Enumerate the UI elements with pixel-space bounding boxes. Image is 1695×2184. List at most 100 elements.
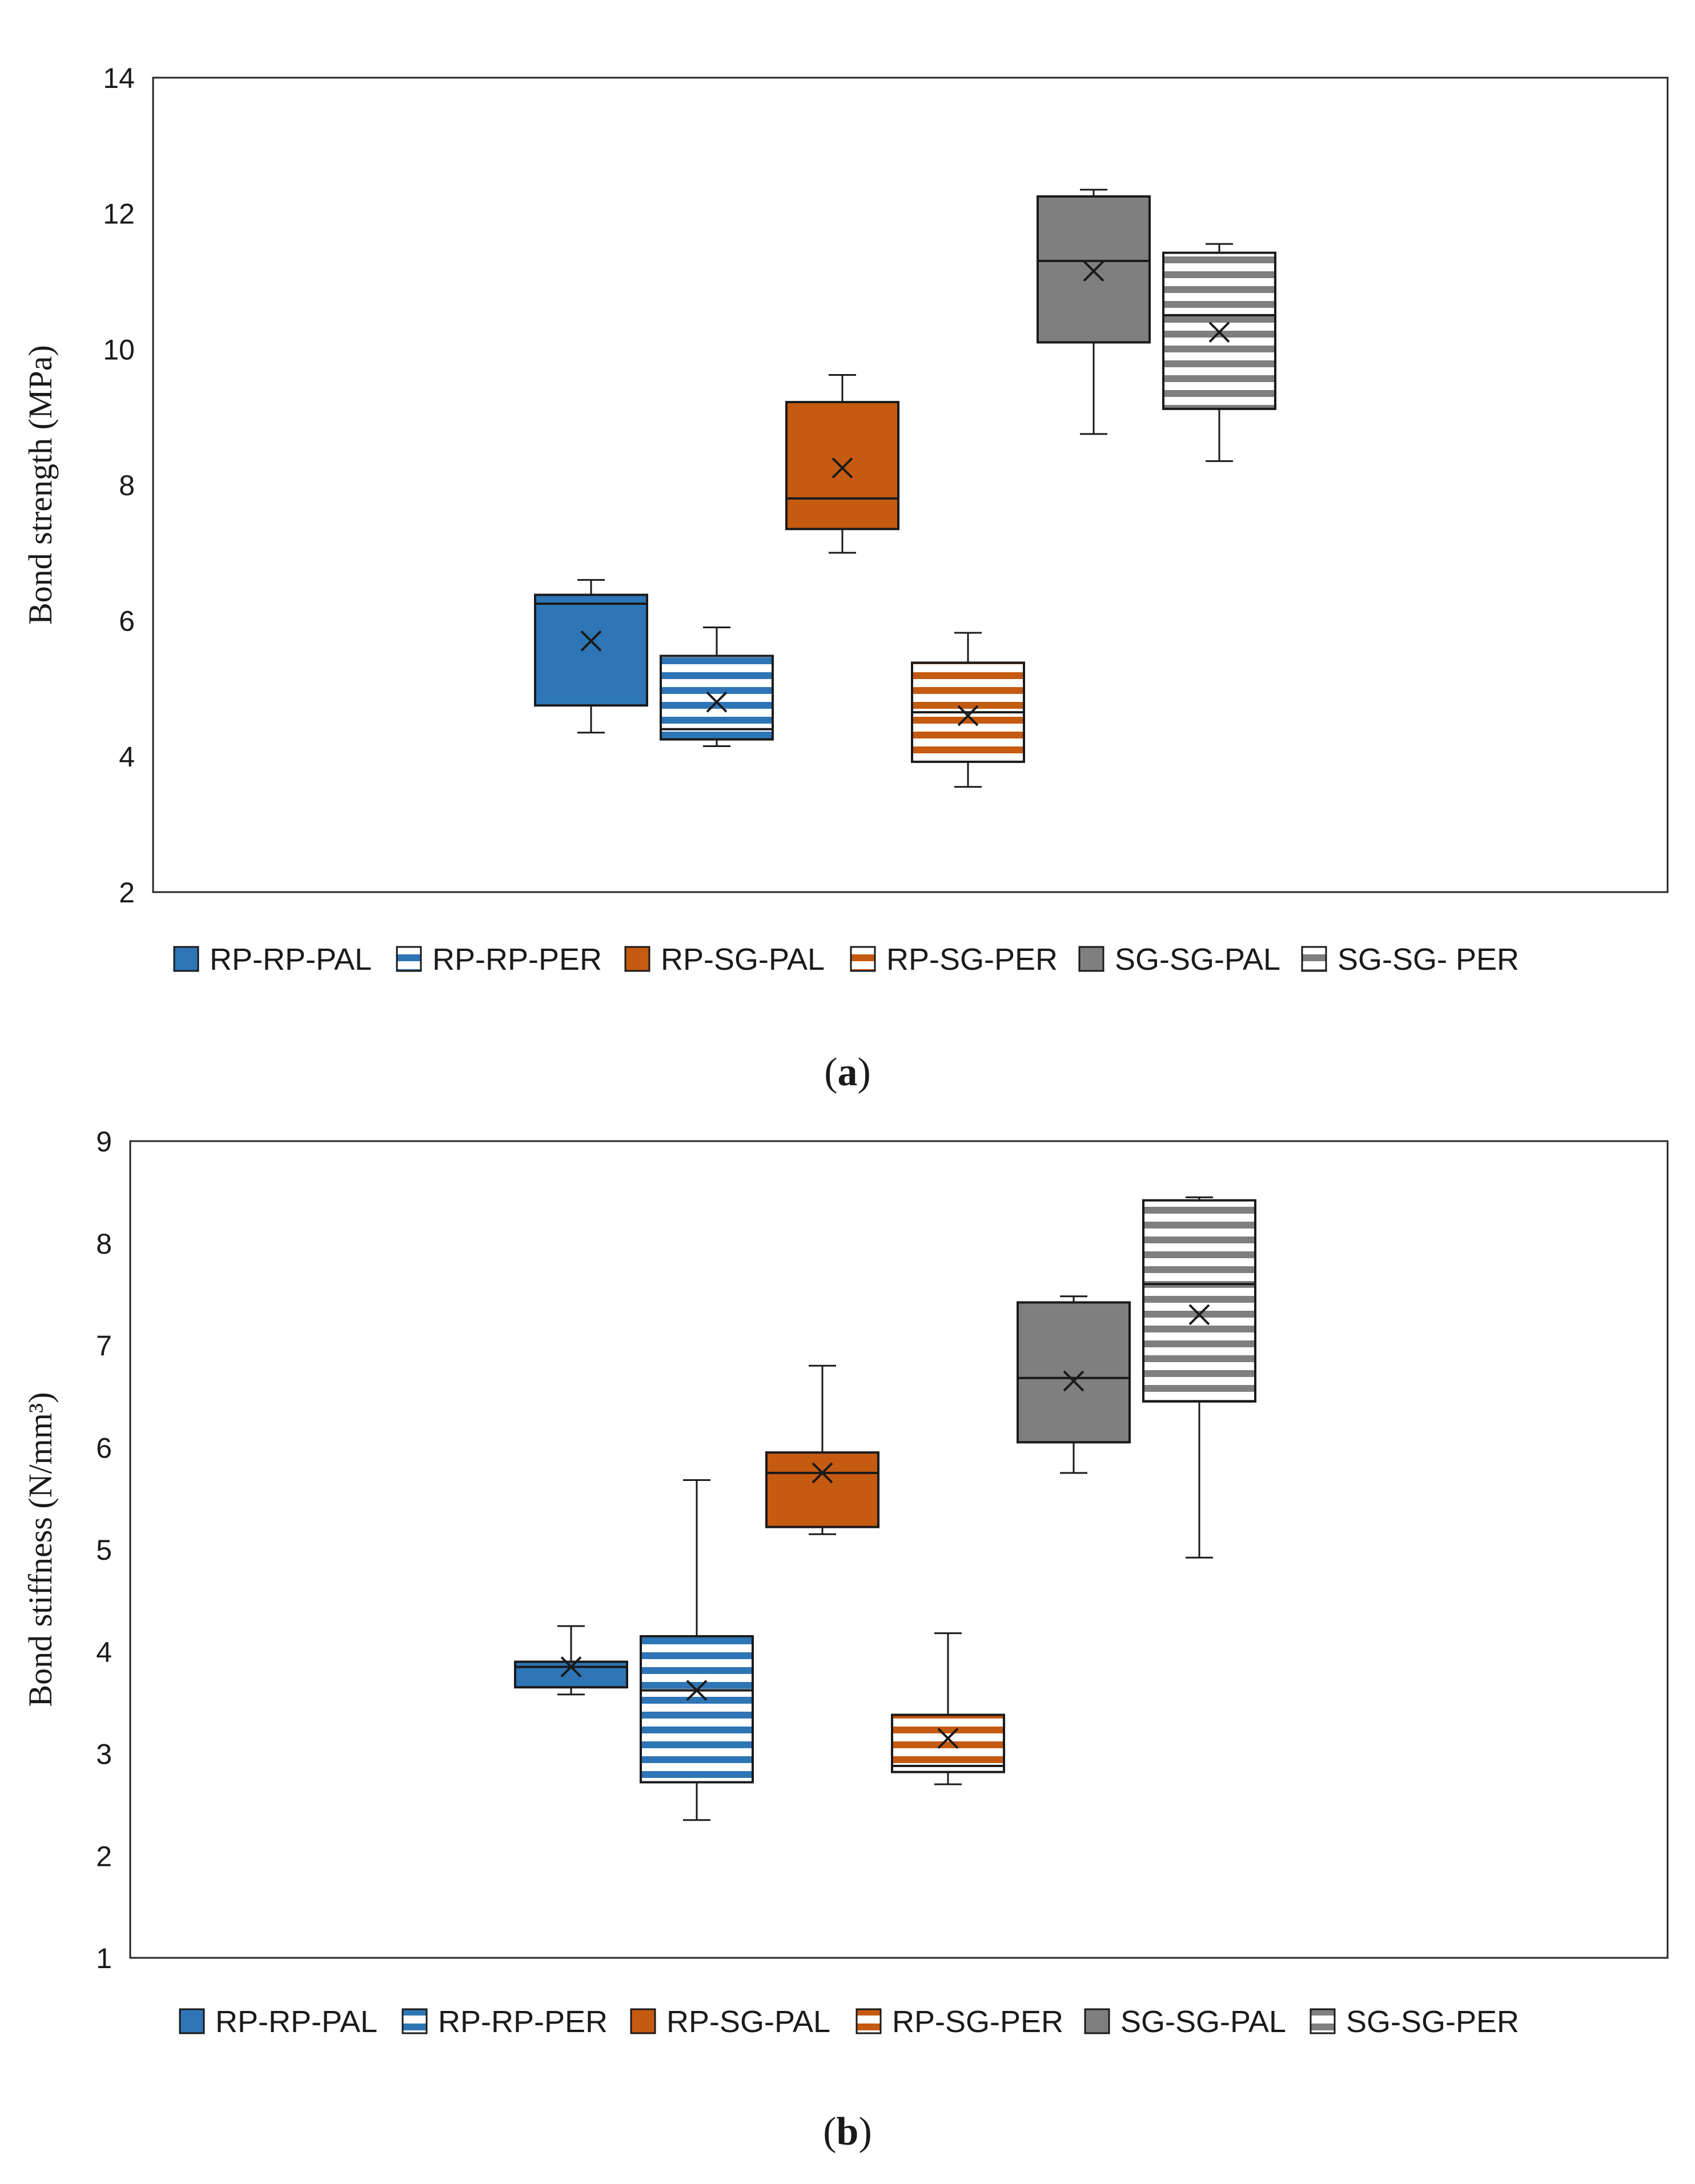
legend-label: RP-RP-PAL: [215, 2005, 377, 2039]
box-rp-rp-per: [640, 1479, 754, 1821]
legend-item: SG-SG- PER: [1301, 942, 1519, 977]
mean-marker: [560, 1656, 582, 1677]
y-tick-label: 6: [96, 1432, 112, 1464]
legend-label: RP-RP-PAL: [210, 942, 372, 977]
chart-a-caption: (a): [824, 1050, 871, 1094]
legend-item: RP-SG-PER: [850, 942, 1058, 977]
chart-b-y-axis-label: Bond stiffness (N/mm³): [22, 1392, 59, 1707]
box-sg-sg-pal: [1017, 1295, 1131, 1474]
legend-item: RP-RP-PAL: [173, 942, 372, 977]
y-tick-label: 4: [119, 741, 135, 773]
box-rp-sg-per: [911, 632, 1025, 788]
legend-item: RP-RP-PAL: [179, 2005, 377, 2039]
chart-b-legend: RP-RP-PAL RP-RP-PER RP-SG-PAL RP-SG-PER SG-S…: [179, 2005, 1519, 2039]
mean-marker: [1083, 260, 1104, 282]
y-tick-label: 7: [96, 1330, 112, 1362]
box-rp-rp-pal: [514, 1625, 628, 1696]
legend-item: SG-SG-PAL: [1084, 2005, 1286, 2039]
chart-a-y-axis-label: Bond strength (MPa): [22, 345, 59, 625]
mean-marker: [957, 705, 979, 726]
y-tick-label: 10: [103, 334, 135, 366]
chart-a: 2 4 6 8 10 12 14 Bond strength (MPa) RP-RP-PAL…: [22, 62, 1669, 1094]
mean-marker: [832, 457, 853, 479]
legend-item: SG-SG-PAL: [1078, 942, 1280, 977]
legend-item: RP-SG-PER: [855, 2005, 1063, 2039]
box-rp-sg-pal: [785, 374, 899, 554]
y-tick-label: 4: [96, 1636, 112, 1668]
legend-item: RP-RP-PER: [396, 942, 602, 977]
y-tick-label: 2: [96, 1840, 112, 1872]
iqr-box: [1017, 1301, 1131, 1444]
iqr-box: [1037, 195, 1151, 344]
iqr-box: [660, 655, 774, 741]
y-tick-label: 9: [96, 1126, 112, 1158]
legend-label: SG-SG-PAL: [1120, 2005, 1286, 2039]
box-rp-sg-per: [891, 1632, 1005, 1785]
legend-swatch: [1078, 946, 1104, 972]
chart-b-caption-letter: b: [837, 2110, 859, 2154]
chart-a-plot-frame: [152, 77, 1669, 893]
chart-a-boxes: [534, 188, 1276, 788]
legend-swatch: [624, 946, 650, 972]
box-rp-rp-pal: [534, 579, 648, 734]
iqr-box: [1142, 1199, 1256, 1403]
legend-label: RP-SG-PER: [892, 2005, 1063, 2039]
iqr-box: [765, 1451, 879, 1528]
box-sg-sg-per: [1162, 243, 1276, 462]
legend-swatch: [401, 2008, 428, 2034]
iqr-box: [534, 593, 648, 707]
legend-swatch: [855, 2008, 882, 2034]
y-tick-label: 2: [119, 877, 135, 909]
legend-label: SG-SG- PER: [1337, 942, 1519, 977]
mean-marker: [1188, 1304, 1210, 1326]
legend-swatch: [1084, 2008, 1110, 2034]
chart-a-legend: RP-RP-PAL RP-RP-PER RP-SG-PAL RP-SG-PER SG-S…: [173, 942, 1519, 977]
legend-item: RP-SG-PAL: [630, 2005, 830, 2039]
iqr-box: [785, 401, 899, 531]
legend-swatch: [396, 946, 422, 972]
legend-swatch: [850, 946, 876, 972]
chart-a-caption-letter: a: [838, 1050, 858, 1094]
y-tick-label: 8: [96, 1228, 112, 1260]
y-tick-label: 1: [96, 1942, 112, 1974]
chart-a-y-ticks: 2 4 6 8 10 12 14: [103, 62, 135, 909]
y-tick-label: 5: [96, 1534, 112, 1566]
iqr-box: [891, 1713, 1005, 1773]
legend-label: RP-RP-PER: [432, 942, 602, 977]
mean-marker: [812, 1462, 833, 1484]
chart-b: 1 2 3 4 5 6 7 8 9 Bond stiffness (N/mm³) RP-RP-P…: [22, 1126, 1669, 2154]
legend-swatch: [1310, 2008, 1336, 2034]
iqr-box: [640, 1635, 754, 1784]
legend-label: RP-SG-PER: [886, 942, 1058, 977]
mean-marker: [937, 1728, 959, 1749]
box-rp-rp-per: [660, 627, 774, 748]
mean-marker: [1208, 322, 1230, 343]
box-sg-sg-per: [1142, 1196, 1256, 1559]
y-tick-label: 6: [119, 605, 135, 637]
mean-marker: [706, 691, 728, 713]
mean-marker: [686, 1680, 708, 1701]
legend-swatch: [179, 2008, 205, 2034]
legend-label: SG-SG-PER: [1346, 2005, 1519, 2039]
legend-label: SG-SG-PAL: [1115, 942, 1280, 977]
chart-b-caption: (b): [823, 2110, 872, 2154]
box-rp-sg-pal: [765, 1364, 879, 1535]
legend-swatch: [1301, 946, 1327, 972]
legend-item: RP-RP-PER: [401, 2005, 608, 2039]
legend-label: RP-RP-PER: [438, 2005, 608, 2039]
legend-swatch: [630, 2008, 656, 2034]
legend-item: SG-SG-PER: [1310, 2005, 1519, 2039]
legend-label: RP-SG-PAL: [666, 2005, 830, 2039]
mean-marker: [1063, 1370, 1085, 1392]
mean-marker: [580, 630, 602, 652]
y-tick-label: 3: [96, 1739, 112, 1771]
legend-swatch: [173, 946, 199, 972]
box-sg-sg-pal: [1037, 188, 1151, 435]
y-tick-label: 8: [119, 469, 135, 501]
y-tick-label: 12: [103, 198, 135, 230]
legend-item: RP-SG-PAL: [624, 942, 825, 977]
y-tick-label: 14: [103, 62, 135, 94]
chart-b-boxes: [514, 1196, 1256, 1821]
